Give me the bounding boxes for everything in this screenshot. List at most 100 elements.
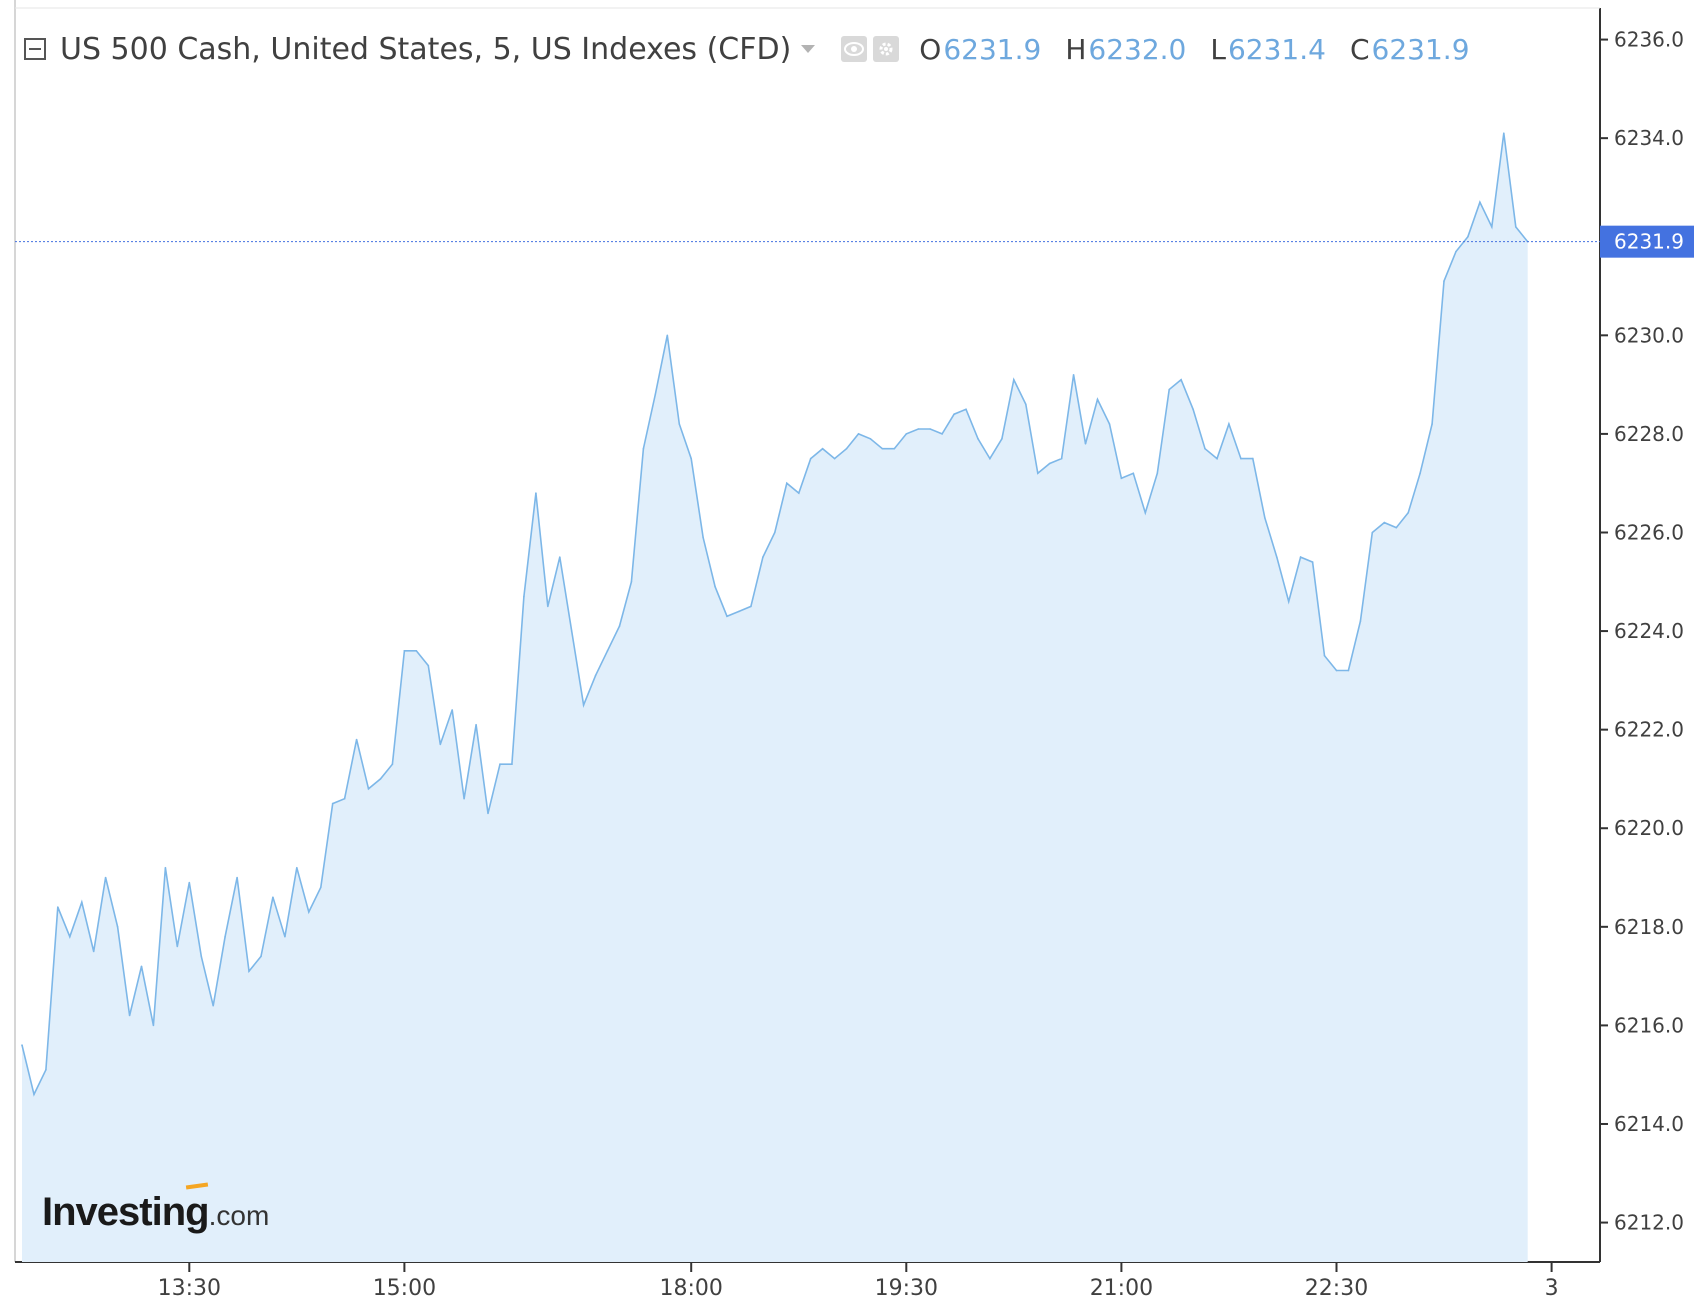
data-point — [21, 1044, 23, 1046]
close-label: C — [1349, 32, 1370, 66]
data-point — [1419, 472, 1421, 475]
data-point — [1192, 408, 1194, 411]
data-point — [92, 950, 95, 953]
data-point — [1431, 423, 1433, 425]
data-point — [1479, 201, 1481, 203]
data-point — [1204, 447, 1206, 450]
data-point — [1395, 526, 1398, 529]
eye-icon[interactable] — [841, 36, 868, 62]
data-point — [523, 595, 525, 598]
data-point — [403, 650, 406, 652]
data-point — [57, 906, 59, 908]
data-point — [81, 901, 83, 903]
data-point — [128, 1014, 131, 1017]
y-tick-label: 6228.0 — [1614, 422, 1684, 446]
data-point — [1347, 669, 1350, 672]
data-point — [666, 334, 669, 337]
data-point — [475, 723, 477, 726]
data-point — [570, 630, 573, 632]
symbol-title[interactable]: US 500 Cash, United States, 5, US Indexe… — [60, 31, 792, 67]
x-tick-label: 18:00 — [659, 1276, 722, 1300]
data-point — [1001, 438, 1003, 440]
ohlc-low: L 6231.4 — [1210, 33, 1336, 66]
gear-icon[interactable] — [873, 36, 900, 62]
chevron-down-icon[interactable] — [801, 45, 816, 53]
last-price-layer: 6231.9 — [15, 225, 1694, 258]
data-point — [1060, 457, 1063, 460]
data-point — [618, 625, 621, 627]
data-point — [188, 881, 191, 884]
data-point — [415, 650, 418, 652]
data-point — [786, 482, 788, 485]
data-point — [296, 866, 298, 869]
last-price-tag — [1600, 225, 1694, 258]
data-point — [1491, 226, 1493, 228]
data-point — [487, 812, 489, 815]
data-point — [559, 556, 561, 558]
data-point — [547, 605, 549, 608]
data-point — [1264, 516, 1266, 519]
data-point — [1515, 226, 1517, 228]
data-point — [439, 743, 442, 746]
open-value: 6231.9 — [943, 32, 1042, 66]
data-point — [391, 763, 394, 765]
data-point — [1371, 531, 1374, 534]
data-point — [1299, 556, 1302, 558]
data-point — [535, 492, 537, 494]
y-tick-label: 6230.0 — [1614, 323, 1684, 347]
x-tick-label: 13:30 — [158, 1276, 221, 1300]
data-point — [1013, 378, 1015, 381]
y-tick-label: 6214.0 — [1614, 1112, 1684, 1136]
data-point — [1132, 472, 1135, 475]
data-point — [857, 433, 860, 435]
data-point — [1383, 521, 1386, 524]
data-point — [833, 457, 836, 460]
x-tick-label: 3 — [1545, 1276, 1559, 1300]
data-point — [1467, 235, 1469, 238]
data-point — [511, 763, 513, 765]
collapse-legend-button[interactable] — [24, 38, 46, 60]
data-point — [1108, 423, 1111, 425]
low-label: L — [1210, 32, 1226, 66]
chart-legend: US 500 Cash, United States, 5, US Indexe… — [24, 26, 1480, 72]
y-tick-label: 6220.0 — [1614, 816, 1684, 840]
data-point — [809, 457, 812, 460]
ohlc-open: O 6231.9 — [919, 33, 1051, 66]
data-point — [284, 935, 286, 938]
data-point — [1025, 403, 1027, 406]
y-axis: 6212.0 6214.0 6216.0 6218.0 6220.0 6222.0 6224… — [1600, 28, 1684, 1235]
y-tick-label: 6216.0 — [1614, 1013, 1684, 1037]
data-point — [1096, 398, 1099, 401]
data-point — [224, 935, 226, 938]
data-point — [200, 955, 203, 958]
ohlc-high: H 6232.0 — [1065, 33, 1196, 66]
data-point — [1216, 457, 1218, 460]
price-area-layer — [21, 132, 1529, 1263]
data-point — [176, 945, 179, 948]
data-point — [1120, 477, 1123, 480]
data-point — [331, 802, 334, 805]
data-point — [116, 926, 119, 928]
data-point — [678, 423, 681, 425]
data-point — [1252, 457, 1254, 460]
y-tick-label: 6222.0 — [1614, 718, 1684, 742]
data-point — [1156, 472, 1159, 475]
price-area-fill — [22, 133, 1528, 1263]
data-point — [821, 447, 824, 450]
data-point — [379, 778, 382, 780]
data-point — [762, 556, 764, 558]
data-point — [1287, 600, 1290, 603]
data-point — [1455, 250, 1457, 253]
data-point — [272, 896, 274, 898]
data-point — [236, 876, 238, 879]
data-point — [248, 970, 250, 972]
data-point — [308, 911, 310, 913]
data-point — [1240, 457, 1242, 460]
data-point — [343, 797, 346, 800]
x-tick-label: 15:00 — [373, 1276, 436, 1300]
data-point — [1228, 423, 1230, 425]
data-point — [798, 492, 800, 494]
data-point — [1072, 374, 1075, 376]
data-point — [690, 457, 692, 460]
